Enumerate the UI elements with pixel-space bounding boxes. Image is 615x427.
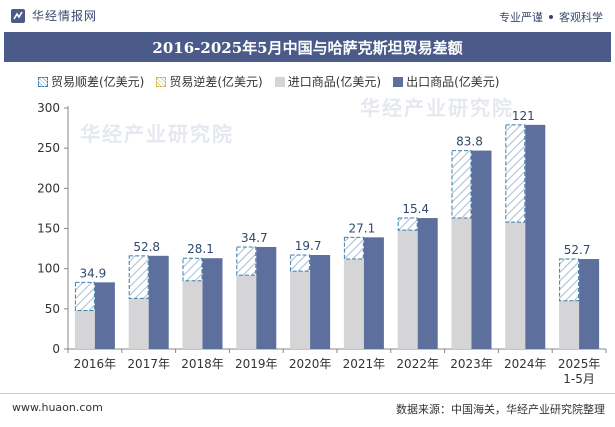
footer-website[interactable]: www.huaon.com	[12, 401, 103, 414]
top-bar: 华经情报网 专业严谨 客观科学	[0, 0, 615, 32]
x-tick-label: 2021年	[343, 357, 386, 371]
legend-label-surplus: 贸易顺差(亿美元)	[51, 75, 145, 89]
surplus-bar	[397, 217, 418, 231]
brand[interactable]: 华经情报网	[10, 7, 97, 24]
x-tick-label: 2024年	[504, 357, 547, 371]
y-tick-label: 300	[37, 101, 60, 115]
x-tick-label: 2017年	[127, 357, 170, 371]
chart-plot: 0 50 100 150 200 250 300 34.9 2016年 52.8 2017年 28.1…	[37, 101, 607, 386]
tag-professional: 专业严谨	[499, 11, 543, 24]
export-bar	[94, 282, 115, 349]
legend-label-export: 出口商品(亿美元)	[406, 75, 500, 89]
surplus-data-label: 83.8	[456, 135, 483, 149]
y-tick-label: 50	[45, 302, 60, 316]
watermark: 华经产业研究院	[80, 122, 234, 146]
surplus-bar	[343, 236, 364, 260]
surplus-data-label: 121	[512, 109, 535, 123]
import-bar	[559, 300, 580, 349]
y-tick-label: 200	[37, 181, 60, 195]
x-tick-label: 2020年	[289, 357, 332, 371]
x-tick-label: 2022年	[396, 357, 439, 371]
header-tags: 专业严谨 客观科学	[499, 9, 603, 25]
legend-item-deficit: 贸易逆差(亿美元)	[156, 73, 263, 90]
x-tick-label: 2023年	[450, 357, 493, 371]
surplus-data-label: 52.8	[133, 240, 160, 254]
import-bar	[343, 259, 364, 349]
export-bar	[471, 150, 492, 349]
x-tick-label: 2016年	[74, 357, 117, 371]
footer-source: 数据来源：中国海关，华经产业研究院整理	[396, 403, 605, 416]
surplus-bar	[290, 254, 311, 272]
import-bar	[290, 271, 311, 349]
legend-swatch-export-icon	[393, 76, 404, 87]
import-bar	[505, 222, 526, 349]
import-bar	[397, 230, 418, 349]
import-bar	[236, 275, 257, 349]
tag-objective: 客观科学	[559, 11, 603, 24]
surplus-data-label: 34.7	[241, 231, 268, 245]
export-bar	[202, 258, 223, 349]
x-tick-label: 2018年	[181, 357, 224, 371]
legend-label-import: 进口商品(亿美元)	[287, 75, 382, 89]
export-bar	[579, 259, 600, 349]
surplus-data-label: 52.7	[564, 243, 591, 257]
import-bar	[182, 280, 203, 349]
surplus-bar	[74, 281, 95, 311]
surplus-bar	[451, 150, 472, 219]
footer-divider	[0, 393, 615, 394]
y-tick-label: 150	[37, 222, 60, 236]
legend-item-surplus: 贸易顺差(亿美元)	[38, 73, 144, 90]
y-tick-label: 0	[52, 342, 60, 356]
export-bar	[256, 246, 277, 349]
import-bar	[74, 310, 95, 349]
surplus-data-label: 19.7	[295, 239, 322, 253]
chart-title: 2016-2025年5月中国与哈萨克斯坦贸易差额	[4, 32, 611, 62]
watermark: 华经产业研究院	[360, 96, 514, 120]
surplus-data-label: 34.9	[80, 266, 107, 280]
surplus-data-label: 27.1	[349, 221, 376, 235]
legend-swatch-surplus-icon	[38, 76, 48, 87]
export-bar	[417, 218, 438, 349]
surplus-bar	[128, 255, 149, 299]
export-bar	[310, 255, 331, 349]
surplus-bar	[505, 124, 526, 223]
chart-legend: 贸易顺差(亿美元) 贸易逆差(亿美元) 进口商品(亿美元) 出口商品(亿美元)	[38, 73, 500, 90]
x-tick-label: 2019年	[235, 357, 278, 371]
surplus-bar	[559, 258, 580, 302]
export-bar	[148, 255, 169, 349]
y-tick-label: 100	[37, 262, 60, 276]
x-tick-label: 2025年	[558, 357, 601, 371]
y-tick-label: 250	[37, 141, 60, 155]
export-bar	[363, 237, 384, 349]
legend-swatch-deficit-icon	[156, 76, 167, 87]
legend-item-export: 出口商品(亿美元)	[393, 73, 500, 90]
surplus-data-label: 15.4	[402, 202, 429, 216]
legend-item-import: 进口商品(亿美元)	[274, 73, 382, 90]
surplus-bar	[182, 257, 203, 282]
x-tick-label: 1-5月	[563, 372, 595, 386]
surplus-bar	[236, 246, 257, 276]
brand-logo-icon	[11, 8, 25, 23]
export-bar	[525, 124, 546, 350]
brand-name: 华经情报网	[32, 9, 98, 23]
import-bar	[451, 218, 472, 349]
legend-swatch-import-icon	[274, 76, 285, 87]
import-bar	[128, 298, 149, 349]
surplus-data-label: 28.1	[187, 242, 214, 256]
tag-separator-icon	[549, 15, 553, 19]
legend-label-deficit: 贸易逆差(亿美元)	[169, 75, 263, 89]
